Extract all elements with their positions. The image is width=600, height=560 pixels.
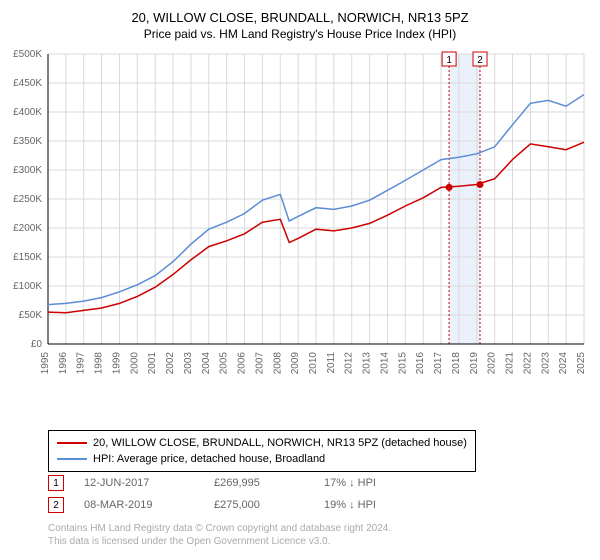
svg-text:2025: 2025 [576, 352, 587, 375]
svg-text:2021: 2021 [505, 352, 516, 375]
svg-text:1996: 1996 [58, 352, 69, 375]
marker-delta-1: 17% ↓ HPI [324, 477, 414, 489]
svg-text:2001: 2001 [147, 352, 158, 375]
legend-label-hpi: HPI: Average price, detached house, Broa… [93, 451, 325, 467]
svg-text:2010: 2010 [308, 352, 319, 375]
chart-title-line1: 20, WILLOW CLOSE, BRUNDALL, NORWICH, NR1… [0, 10, 600, 25]
svg-text:£500K: £500K [13, 49, 42, 60]
svg-text:£450K: £450K [13, 78, 42, 89]
svg-text:2019: 2019 [469, 352, 480, 375]
marker-row-2: 2 08-MAR-2019 £275,000 19% ↓ HPI [48, 497, 414, 513]
svg-text:2007: 2007 [254, 352, 265, 375]
svg-text:£300K: £300K [13, 165, 42, 176]
svg-text:£0: £0 [31, 339, 43, 350]
marker-badge-1: 1 [48, 475, 64, 491]
footer-line2: This data is licensed under the Open Gov… [48, 535, 391, 548]
marker-row-1: 1 12-JUN-2017 £269,995 17% ↓ HPI [48, 475, 414, 491]
svg-text:2020: 2020 [487, 352, 498, 375]
marker-table: 1 12-JUN-2017 £269,995 17% ↓ HPI 2 08-MA… [48, 475, 414, 519]
svg-text:2006: 2006 [237, 352, 248, 375]
chart-container: 20, WILLOW CLOSE, BRUNDALL, NORWICH, NR1… [0, 0, 600, 560]
marker-delta-2: 19% ↓ HPI [324, 499, 414, 511]
svg-text:2013: 2013 [362, 352, 373, 375]
footer: Contains HM Land Registry data © Crown c… [48, 522, 391, 548]
svg-text:2014: 2014 [379, 352, 390, 375]
svg-text:2023: 2023 [540, 352, 551, 375]
marker-price-1: £269,995 [214, 477, 304, 489]
svg-text:2003: 2003 [183, 352, 194, 375]
legend: 20, WILLOW CLOSE, BRUNDALL, NORWICH, NR1… [48, 430, 476, 472]
chart-title-line2: Price paid vs. HM Land Registry's House … [0, 27, 600, 41]
svg-text:2008: 2008 [272, 352, 283, 375]
svg-text:£50K: £50K [19, 310, 43, 321]
svg-text:£100K: £100K [13, 281, 42, 292]
svg-text:2012: 2012 [344, 352, 355, 375]
svg-text:1995: 1995 [40, 352, 51, 375]
svg-text:2009: 2009 [290, 352, 301, 375]
legend-swatch-property [57, 442, 87, 444]
svg-text:2017: 2017 [433, 352, 444, 375]
svg-text:2016: 2016 [415, 352, 426, 375]
svg-text:2011: 2011 [326, 352, 337, 374]
svg-text:2022: 2022 [522, 352, 533, 375]
marker-badge-2: 2 [48, 497, 64, 513]
svg-text:1998: 1998 [94, 352, 105, 375]
svg-text:2015: 2015 [397, 352, 408, 375]
legend-swatch-hpi [57, 458, 87, 460]
svg-text:2000: 2000 [129, 352, 140, 375]
svg-text:1999: 1999 [111, 352, 122, 375]
chart-svg: 12£0£50K£100K£150K£200K£250K£300K£350K£4… [48, 50, 588, 390]
title-block: 20, WILLOW CLOSE, BRUNDALL, NORWICH, NR1… [0, 0, 600, 41]
svg-text:2018: 2018 [451, 352, 462, 375]
svg-text:2: 2 [477, 55, 483, 66]
svg-text:2005: 2005 [219, 352, 230, 375]
marker-date-2: 08-MAR-2019 [84, 499, 194, 511]
svg-text:1997: 1997 [76, 352, 87, 375]
chart-area: 12£0£50K£100K£150K£200K£250K£300K£350K£4… [48, 50, 588, 390]
svg-text:£250K: £250K [13, 194, 42, 205]
legend-row-property: 20, WILLOW CLOSE, BRUNDALL, NORWICH, NR1… [57, 435, 467, 451]
svg-text:2002: 2002 [165, 352, 176, 375]
legend-label-property: 20, WILLOW CLOSE, BRUNDALL, NORWICH, NR1… [93, 435, 467, 451]
footer-line1: Contains HM Land Registry data © Crown c… [48, 522, 391, 535]
svg-text:£400K: £400K [13, 107, 42, 118]
marker-date-1: 12-JUN-2017 [84, 477, 194, 489]
legend-row-hpi: HPI: Average price, detached house, Broa… [57, 451, 467, 467]
svg-text:£200K: £200K [13, 223, 42, 234]
svg-text:2024: 2024 [558, 352, 569, 375]
svg-text:£150K: £150K [13, 252, 42, 263]
marker-price-2: £275,000 [214, 499, 304, 511]
svg-text:2004: 2004 [201, 352, 212, 375]
svg-text:1: 1 [446, 55, 452, 66]
svg-text:£350K: £350K [13, 136, 42, 147]
